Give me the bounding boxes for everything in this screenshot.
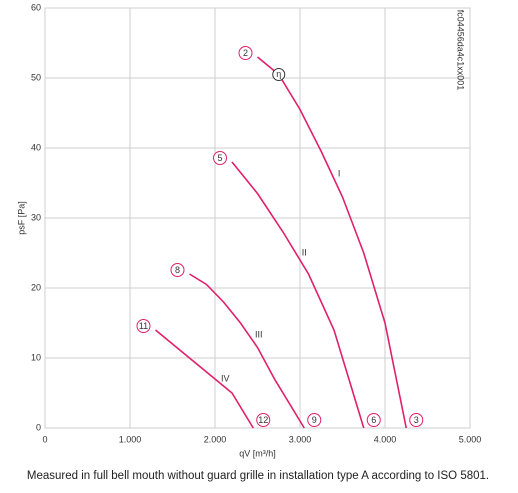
efficiency-marker	[272, 68, 286, 81]
curve-marker-label: 6	[371, 415, 376, 425]
y-axis-label: psF [Pa]	[16, 201, 26, 235]
caption: Measured in full bell mouth without guar…	[27, 470, 489, 482]
curve-marker-label: 11	[139, 321, 148, 331]
curve-marker	[213, 151, 227, 165]
efficiency-label: η	[276, 69, 281, 79]
curve-marker	[307, 413, 322, 427]
curve-marker	[256, 413, 271, 427]
curve	[154, 329, 254, 429]
y-tick-label: 40	[31, 142, 41, 152]
y-tick-label: 60	[31, 2, 41, 12]
y-tick-label: 0	[36, 422, 41, 432]
curve-name: III	[255, 330, 263, 340]
curve	[189, 273, 305, 429]
x-tick-label: 3.000	[289, 434, 312, 444]
y-tick-label: 50	[31, 72, 41, 82]
curve-marker-label: 12	[258, 415, 268, 425]
curve-marker	[238, 46, 253, 60]
x-tick-label: 2.000	[204, 434, 227, 444]
curve-marker	[136, 319, 151, 333]
x-tick-label: 0	[42, 434, 47, 444]
curve-marker-label: 5	[217, 153, 222, 163]
curve-name: IV	[221, 373, 230, 383]
x-axis-label: qV [m³/h]	[239, 448, 276, 458]
curve-marker	[409, 413, 424, 427]
x-tick-label: 4.000	[374, 434, 397, 444]
curve-marker-label: 8	[175, 265, 180, 275]
curve-name: I	[338, 169, 341, 179]
curve	[231, 161, 365, 429]
y-tick-label: 20	[31, 282, 41, 292]
curve-marker-label: 3	[414, 415, 419, 425]
y-tick-label: 10	[31, 352, 41, 362]
y-tick-label: 30	[31, 212, 41, 222]
x-tick-label: 1.000	[119, 434, 142, 444]
curve-marker	[170, 263, 185, 277]
side-code: fc04456da4c1xx001	[456, 10, 466, 91]
curve-marker-label: 2	[243, 48, 248, 58]
curve-marker-label: 9	[312, 415, 317, 425]
curve-name: II	[302, 247, 307, 257]
curve	[256, 56, 408, 429]
curve-marker	[366, 413, 381, 427]
x-tick-label: 5.000	[459, 434, 482, 444]
